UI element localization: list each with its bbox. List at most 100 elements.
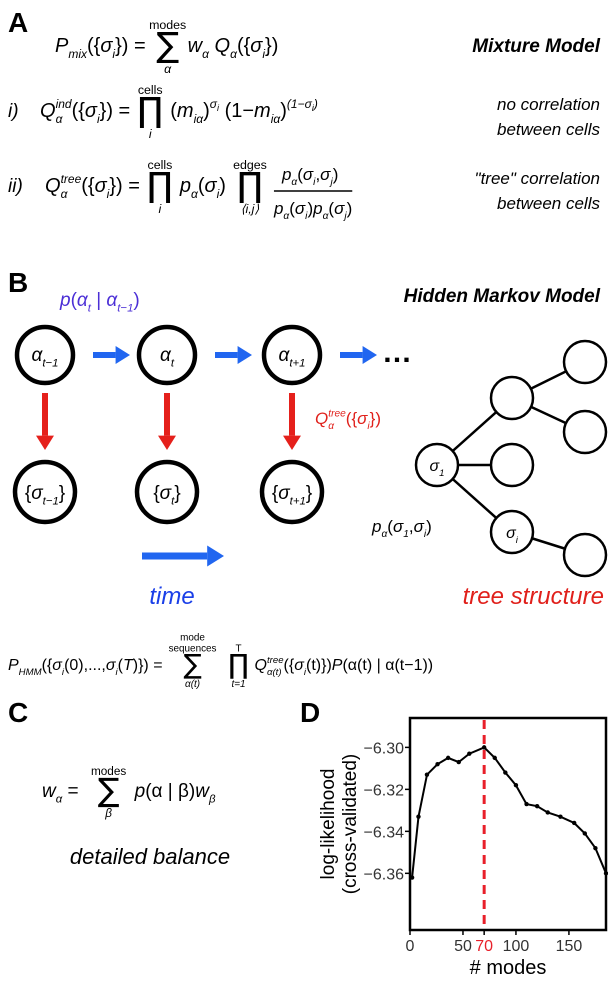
y-tick-label: −6.30 [364,740,405,757]
subscript: α [381,529,388,540]
math-symbol: w [188,35,204,57]
point [424,772,430,777]
math-symbol: ) [426,517,432,536]
item-number: ii) [8,176,23,197]
x-tick-label: 0 [406,938,415,955]
math-symbol: σ [85,100,98,122]
math-symbol: = [62,781,78,802]
big-operator: ∑ [156,25,179,65]
subscript: t−1 [117,303,133,315]
subscript: j [342,211,347,222]
equation: p α(σ i) p α(σ j) [273,199,352,222]
arrow-head [237,346,252,364]
subscript: i [305,211,308,222]
state-node [136,324,198,386]
math-symbol: σ [393,517,404,536]
note: no correlation [497,95,600,114]
math-symbol: { [25,483,32,504]
subscript: i [116,667,119,678]
math-symbol: ) [203,100,210,122]
state-node [14,324,76,386]
superscript: tree [61,172,82,186]
subscript: t [88,303,92,315]
math-symbol: } [306,483,312,504]
math-symbol: σ [100,35,113,57]
subscript: t−1 [42,358,58,370]
subscript: α [230,47,238,61]
math-symbol: (0),..., [64,657,106,674]
equation: {σ t−1} [25,483,65,508]
math-symbol: )}) = [133,657,163,674]
math-symbol: σ [95,175,108,197]
operator-limit: cells [138,83,163,97]
tree-label: tree structure [463,583,604,610]
subscript: 1 [439,468,444,479]
equation: α t+1 [279,345,306,370]
operator-limit: cells [148,158,173,172]
tree-node [562,339,608,385]
math-symbol: σ [250,35,263,57]
arrow-head [283,435,301,450]
tree-node [414,442,460,488]
equation: (m iα) σ i (1− m iα) (1−σ i) [170,97,318,126]
time-label: time [149,583,194,610]
subscript: α [291,177,298,188]
point [582,831,588,836]
math-symbol: ) [133,290,139,311]
math-symbol: σ [205,175,218,197]
math-symbol: ({ [237,35,251,57]
math-symbol: Q [315,409,328,428]
big-operator: ∏ [237,165,263,205]
operator-limit: modes [91,765,126,778]
math-symbol: ) [333,165,339,184]
math-symbol: ( [198,175,205,197]
math-symbol: ({ [81,175,95,197]
point [513,782,519,788]
x-tick-label: 100 [503,938,530,955]
equation: P HMM({σ i (0),..., σ i(T)}) = [8,657,163,678]
math-symbol: (t)}) [306,657,332,674]
subscript: α [56,112,64,126]
math-symbol: , [315,165,320,184]
superscript: ) [312,97,318,111]
math-symbol: σ [414,517,425,536]
math-symbol: σ [303,165,314,184]
math-symbol: ) [347,199,353,218]
math-symbol: P [55,35,69,57]
math-symbol: ( [71,290,78,311]
point [572,820,577,826]
note: between cells [497,194,601,213]
math-symbol: ) [307,199,313,218]
operator-limit: i [159,202,163,216]
plot-frame [408,716,608,932]
math-symbol: σ [506,525,517,542]
subscript: i [313,177,316,188]
math-symbol: σ [430,458,441,475]
operator-limit: mode [180,632,205,643]
y-tick-label: −6.32 [364,782,405,799]
observation-node [259,459,325,525]
operator-limit: t=1 [232,679,246,690]
math-symbol: p [371,517,381,536]
subscript: t [171,358,175,370]
math-symbol: }) = [115,35,146,57]
panel-label: C [8,697,28,728]
math-symbol: α [106,290,118,311]
math-symbol: ({ [284,657,295,674]
x-tick-label: 50 [454,938,472,955]
math-symbol: σ [320,165,331,184]
math-symbol: ( [289,199,295,218]
subscript: i [262,47,265,61]
point [593,845,598,851]
subscript: α [191,187,199,201]
math-symbol: σ [294,657,305,674]
subscript: t+1 [289,358,305,370]
subscript: i [107,187,110,201]
math-symbol: w [195,781,210,802]
panel-title: Mixture Model [472,36,600,57]
subscript: HMM [19,667,42,678]
subscript: α(t) [267,667,282,678]
